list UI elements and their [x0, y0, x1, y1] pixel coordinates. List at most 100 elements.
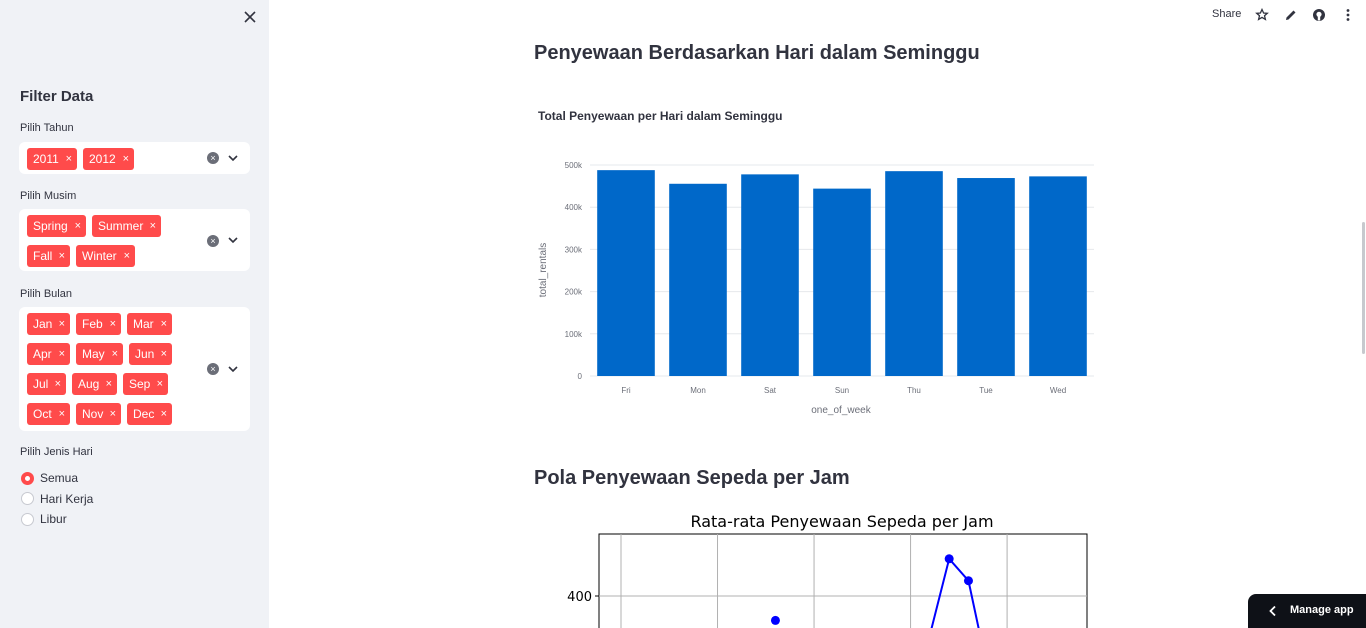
x-tick-label: Wed — [1050, 386, 1066, 395]
chevron-down-icon[interactable] — [228, 235, 238, 245]
sidebar-title: Filter Data — [20, 88, 94, 105]
filter-tag-jun[interactable]: Jun × — [129, 343, 172, 365]
tag-label: Summer — [98, 219, 144, 233]
y-tick-label: 400k — [565, 203, 583, 212]
filter-tag-winter[interactable]: Winter × — [76, 245, 135, 267]
tag-label: Jun — [135, 347, 155, 361]
filter-tag-2012[interactable]: 2012 × — [83, 148, 134, 170]
radio-option-semua[interactable]: Semua — [21, 471, 78, 485]
radio-circle[interactable] — [21, 512, 34, 526]
year-multiselect[interactable]: 2011 × 2012 × × — [19, 142, 250, 174]
filter-tag-dec[interactable]: Dec × — [127, 403, 172, 425]
filter-tag-may[interactable]: May × — [76, 343, 123, 365]
filter-tag-aug[interactable]: Aug × — [72, 373, 117, 395]
remove-tag-icon[interactable]: × — [58, 318, 65, 330]
remove-tag-icon[interactable]: × — [65, 153, 72, 165]
chart-title: Rata-rata Penyewaan Sepeda per Jam — [690, 512, 993, 531]
tag-label: Mar — [133, 317, 154, 331]
radio-option-hari-kerja[interactable]: Hari Kerja — [21, 492, 93, 506]
filter-tag-feb[interactable]: Feb × — [76, 313, 121, 335]
remove-tag-icon[interactable]: × — [109, 318, 116, 330]
tag-label: Feb — [82, 317, 103, 331]
remove-tag-icon[interactable]: × — [109, 408, 116, 420]
data-point[interactable] — [770, 615, 780, 625]
tag-label: Apr — [33, 347, 52, 361]
remove-tag-icon[interactable]: × — [156, 378, 163, 390]
tag-label: Fall — [33, 249, 53, 263]
filter-tag-jul[interactable]: Jul × — [27, 373, 66, 395]
tag-label: Jul — [33, 377, 49, 391]
remove-tag-icon[interactable]: × — [160, 318, 167, 330]
tag-label: Nov — [82, 407, 104, 421]
filter-tag-nov[interactable]: Nov × — [76, 403, 121, 425]
remove-tag-icon[interactable]: × — [111, 348, 118, 360]
remove-tag-icon[interactable]: × — [58, 250, 65, 262]
chevron-down-icon[interactable] — [228, 364, 238, 374]
chevron-down-icon[interactable] — [228, 153, 238, 163]
filter-tag-sep[interactable]: Sep × — [123, 373, 168, 395]
clear-season-icon[interactable]: × — [207, 235, 219, 247]
filter-tag-mar[interactable]: Mar × — [127, 313, 172, 335]
radio-label: Hari Kerja — [40, 491, 94, 506]
share-button[interactable]: Share — [1212, 8, 1242, 20]
month-multiselect[interactable]: Jan × Feb × Mar × Apr × May × Jun × Jul × Aug × Sep × Oct ×… — [19, 307, 250, 431]
tag-label: Winter — [82, 249, 117, 263]
remove-tag-icon[interactable]: × — [160, 348, 167, 360]
chart-title: Total Penyewaan per Hari dalam Seminggu — [538, 109, 783, 123]
remove-tag-icon[interactable]: × — [122, 153, 129, 165]
y-tick-label: 0 — [578, 372, 583, 381]
remove-tag-icon[interactable]: × — [58, 408, 65, 420]
remove-tag-icon[interactable]: × — [160, 408, 167, 420]
filter-tag-fall[interactable]: Fall × — [27, 245, 70, 267]
remove-tag-icon[interactable]: × — [149, 220, 156, 232]
tag-label: Sep — [129, 377, 151, 391]
tag-label: Spring — [33, 219, 68, 233]
series-line — [930, 556, 980, 628]
remove-tag-icon[interactable]: × — [54, 378, 61, 390]
month-filter-label: Pilih Bulan — [20, 288, 72, 300]
data-point[interactable] — [944, 554, 954, 564]
edit-icon[interactable] — [1284, 8, 1298, 22]
clear-month-icon[interactable]: × — [207, 363, 219, 375]
bar-mon[interactable] — [669, 183, 727, 376]
radio-circle[interactable] — [21, 492, 34, 505]
tag-label: 2012 — [89, 152, 116, 166]
x-tick-label: Sun — [835, 386, 849, 395]
close-sidebar-icon[interactable] — [242, 9, 258, 25]
remove-tag-icon[interactable]: × — [123, 250, 130, 262]
radio-label: Semua — [40, 471, 79, 485]
season-multiselect[interactable]: Spring × Summer × Fall × Winter × × — [19, 209, 250, 271]
tag-label: 2011 — [33, 152, 59, 166]
tag-label: May — [82, 347, 105, 361]
section-title-weekday: Penyewaan Berdasarkan Hari dalam Semingg… — [534, 42, 980, 64]
bar-thu[interactable] — [885, 171, 943, 376]
data-point[interactable] — [963, 576, 973, 586]
weekday-bar-chart: Total Penyewaan per Hari dalam Seminggu … — [538, 109, 1094, 416]
remove-tag-icon[interactable]: × — [105, 378, 112, 390]
tag-label: Oct — [33, 407, 52, 421]
tag-label: Dec — [133, 407, 155, 421]
filter-tag-summer[interactable]: Summer × — [92, 215, 161, 237]
main-scrollbar[interactable] — [1362, 222, 1365, 354]
filter-tag-oct[interactable]: Oct × — [27, 403, 70, 425]
x-tick-label: Mon — [690, 386, 706, 395]
star-icon[interactable] — [1255, 8, 1269, 22]
clear-year-icon[interactable]: × — [207, 152, 219, 164]
github-icon[interactable] — [1312, 8, 1326, 22]
manage-app-button[interactable]: Manage app — [1248, 594, 1366, 628]
filter-tag-2011[interactable]: 2011 × — [27, 148, 77, 170]
bar-tue[interactable] — [957, 178, 1015, 376]
filter-tag-apr[interactable]: Apr × — [27, 343, 70, 365]
filter-tag-spring[interactable]: Spring × — [27, 215, 86, 237]
more-icon[interactable] — [1341, 8, 1355, 22]
bar-sun[interactable] — [813, 188, 871, 376]
radio-option-libur[interactable]: Libur — [21, 512, 67, 526]
remove-tag-icon[interactable]: × — [74, 220, 81, 232]
bar-wed[interactable] — [1029, 176, 1087, 376]
bar-fri[interactable] — [597, 170, 655, 376]
sidebar: Filter Data Pilih Tahun 2011 × 2012 × × Pil… — [0, 0, 269, 628]
bar-sat[interactable] — [741, 174, 799, 376]
radio-circle[interactable] — [21, 471, 34, 485]
filter-tag-jan[interactable]: Jan × — [27, 313, 70, 335]
remove-tag-icon[interactable]: × — [58, 348, 65, 360]
